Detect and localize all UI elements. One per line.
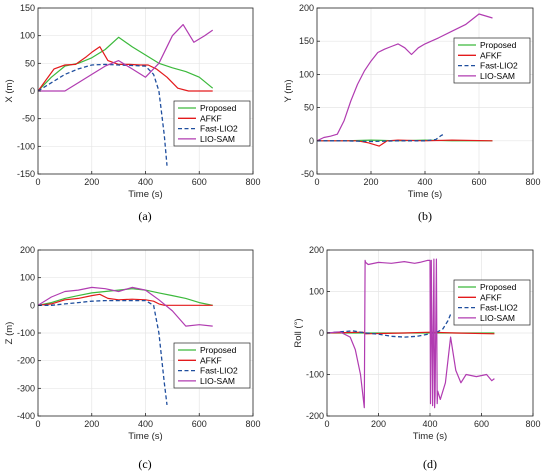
x-tick-label: 200: [363, 177, 378, 187]
y-tick-label: 0: [30, 86, 35, 96]
series-line-fast-lio2: [317, 133, 445, 143]
x-tick-label: 0: [35, 177, 40, 187]
x-tick-label: 600: [192, 419, 207, 429]
y-tick-label: -400: [17, 411, 35, 421]
panel-caption: (b): [418, 209, 432, 223]
series-group: [38, 24, 214, 166]
series-line-fast-lio2: [38, 63, 168, 166]
y-tick-label: 100: [299, 69, 314, 79]
series-line-afkf: [38, 293, 213, 306]
y-axis-label: Z (m): [4, 322, 15, 345]
x-tick-label: 200: [84, 419, 99, 429]
y-tick-label: 200: [309, 245, 324, 255]
panel-caption: (c): [138, 457, 151, 471]
legend-label: Proposed: [480, 40, 517, 50]
series-line-afkf: [317, 139, 493, 147]
x-axis-label: Time (s): [413, 431, 447, 442]
y-tick-label: -200: [17, 356, 35, 366]
y-axis-label: Roll (°): [293, 318, 304, 347]
x-tick-label: 800: [525, 419, 540, 429]
chart-panel-1: 0 200 400 600 800 -150 -100 -50 0 50 100 150 Time (s…: [4, 3, 261, 223]
chart-panel-4: 0 200 400 600 800 -200 -100 0 100 200 Time (s) Roll…: [293, 245, 541, 471]
y-axis-label: Y (m): [283, 79, 294, 102]
panel-caption: (d): [423, 457, 437, 471]
x-tick-label: 0: [324, 419, 329, 429]
chart-panel-3: 0 200 400 600 800 -400 -300 -200 -100 0 100 200 Time…: [4, 245, 261, 471]
y-tick-label: 50: [304, 103, 314, 113]
x-tick-label: 800: [245, 419, 260, 429]
legend-label: Proposed: [200, 103, 237, 113]
x-tick-label: 400: [417, 177, 432, 187]
x-axis-label: Time (s): [408, 189, 442, 200]
y-tick-label: -100: [17, 141, 35, 151]
x-tick-label: 800: [245, 177, 260, 187]
x-tick-label: 600: [192, 177, 207, 187]
y-tick-label: 150: [20, 3, 35, 13]
x-tick-label: 400: [138, 177, 153, 187]
series-line-lio-sam: [327, 258, 495, 409]
x-tick-label: 200: [84, 177, 99, 187]
x-tick-label: 800: [525, 177, 540, 187]
y-tick-label: -200: [306, 411, 324, 421]
series-line-afkf: [38, 46, 213, 92]
x-tick-label: 600: [474, 419, 489, 429]
legend-label: Fast-LIO2: [200, 366, 238, 376]
legend-label: LIO-SAM: [200, 376, 235, 386]
y-axis-label: X (m): [4, 79, 15, 102]
legend-label: AFKF: [480, 292, 502, 302]
y-tick-label: -100: [17, 328, 35, 338]
y-tick-label: -50: [22, 114, 35, 124]
x-tick-label: 0: [35, 419, 40, 429]
x-axis-label: Time (s): [128, 431, 162, 442]
y-tick-label: 100: [309, 287, 324, 297]
series-line-fast-lio2: [38, 299, 168, 405]
series-line-lio-sam: [38, 24, 214, 92]
series-group: [317, 13, 493, 147]
x-tick-label: 200: [371, 419, 386, 429]
y-tick-label: 100: [20, 273, 35, 283]
y-tick-label: -100: [306, 370, 324, 380]
y-tick-label: 200: [20, 245, 35, 255]
series-group: [327, 258, 495, 409]
legend-label: Proposed: [200, 345, 237, 355]
series-line-lio-sam: [38, 286, 213, 327]
series-line-fast-lio2: [327, 314, 452, 338]
y-tick-label: 50: [25, 58, 35, 68]
legend-label: LIO-SAM: [480, 313, 515, 323]
y-tick-label: -300: [17, 383, 35, 393]
y-tick-label: 200: [299, 3, 314, 13]
legend-label: Fast-LIO2: [480, 303, 518, 313]
x-tick-label: 0: [314, 177, 319, 187]
series-line-proposed: [38, 36, 214, 92]
legend-label: Proposed: [480, 282, 517, 292]
legend-label: AFKF: [200, 113, 222, 123]
panel-caption: (a): [138, 209, 151, 223]
legend-label: AFKF: [480, 50, 502, 60]
legend-label: Fast-LIO2: [200, 124, 238, 134]
series-group: [38, 286, 213, 405]
y-tick-label: -150: [17, 169, 35, 179]
legend-label: LIO-SAM: [200, 134, 235, 144]
x-axis-label: Time (s): [128, 189, 162, 200]
y-tick-label: 0: [309, 136, 314, 146]
legend-label: Fast-LIO2: [480, 61, 518, 71]
y-tick-label: 0: [319, 328, 324, 338]
series-line-lio-sam: [317, 13, 493, 142]
y-tick-label: 100: [20, 31, 35, 41]
legend-label: AFKF: [200, 355, 222, 365]
x-tick-label: 400: [138, 419, 153, 429]
x-tick-label: 400: [422, 419, 437, 429]
legend-label: LIO-SAM: [480, 71, 515, 81]
x-tick-label: 600: [471, 177, 486, 187]
y-tick-label: 150: [299, 36, 314, 46]
y-tick-label: 0: [30, 300, 35, 310]
y-tick-label: -50: [301, 169, 314, 179]
